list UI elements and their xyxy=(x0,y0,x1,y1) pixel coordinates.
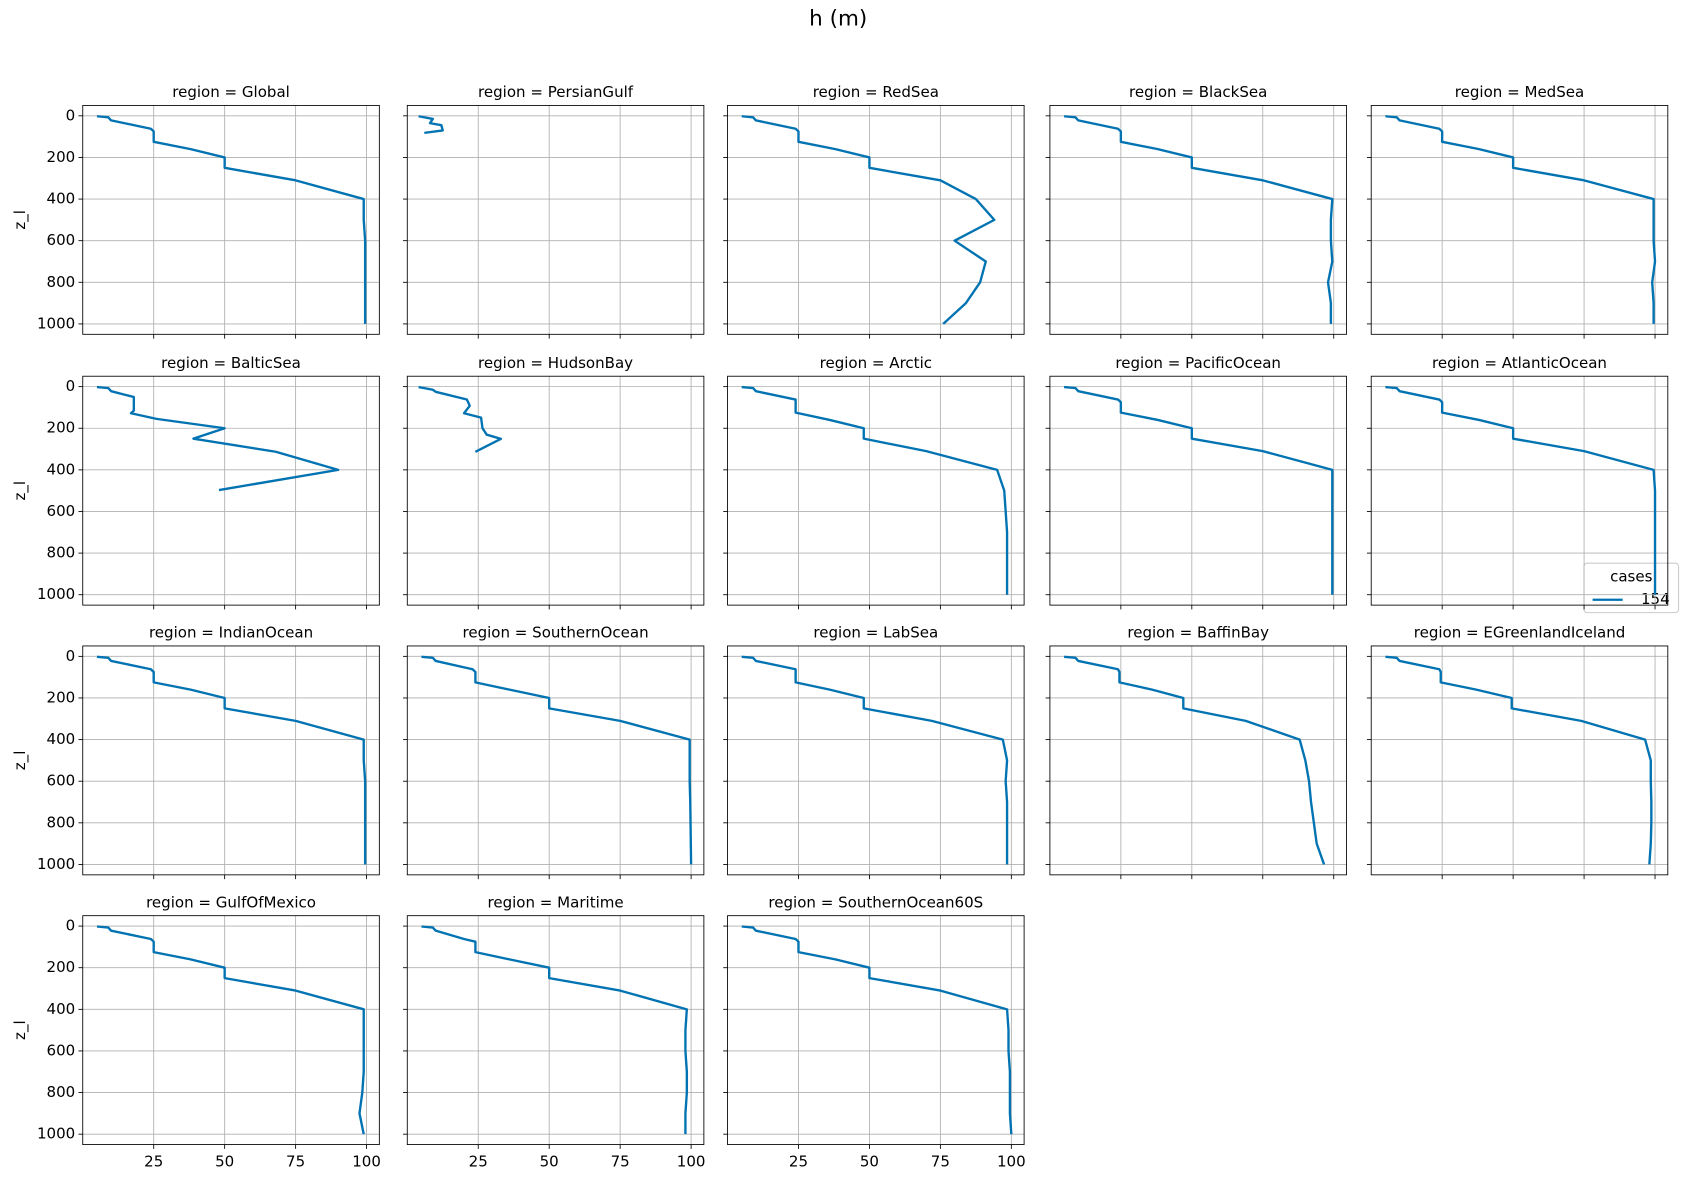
y-tick-label: 200 xyxy=(47,419,76,437)
x-tick-label: 75 xyxy=(931,1152,950,1170)
y-axis-label: z_l xyxy=(11,751,30,771)
data-line xyxy=(96,115,367,324)
axes-frame xyxy=(727,915,1025,1146)
data-line xyxy=(418,115,444,135)
panel-title: region = PacificOcean xyxy=(1115,354,1281,372)
panel-title: region = GulfOfMexico xyxy=(146,893,316,911)
panel-title: region = SouthernOcean xyxy=(462,624,648,642)
panel-title: region = Global xyxy=(172,83,290,101)
x-tick-label: 100 xyxy=(677,1152,706,1170)
y-tick-label: 400 xyxy=(47,730,76,748)
y-tick-label: 1000 xyxy=(37,1125,75,1143)
data-line xyxy=(96,925,365,1135)
panel-title: region = RedSea xyxy=(813,83,939,101)
y-tick-label: 600 xyxy=(47,502,76,520)
axes-frame xyxy=(406,104,705,335)
panel-title: region = AtlanticOcean xyxy=(1432,354,1607,372)
y-axis-label: z_l xyxy=(11,1020,30,1040)
figure-title: h (m) xyxy=(809,6,867,31)
panel-title: region = MedSea xyxy=(1455,83,1584,101)
y-tick-label: 0 xyxy=(66,377,76,395)
panel-title: region = Arctic xyxy=(820,354,932,372)
y-tick-label: 400 xyxy=(47,190,76,208)
panel-title: region = SouthernOcean60S xyxy=(768,893,983,911)
data-line xyxy=(421,655,693,865)
y-tick-label: 200 xyxy=(47,148,76,166)
axes-frame xyxy=(82,645,380,876)
y-tick-label: 1000 xyxy=(37,855,75,873)
x-tick-label: 50 xyxy=(215,1152,234,1170)
y-tick-label: 1000 xyxy=(37,585,75,603)
x-tick-label: 75 xyxy=(611,1152,630,1170)
data-line xyxy=(96,385,340,492)
panel-title: region = BalticSea xyxy=(161,354,301,372)
y-tick-label: 800 xyxy=(47,1083,76,1101)
y-tick-label: 800 xyxy=(47,813,76,831)
axes-frame xyxy=(82,375,380,606)
axes-frame xyxy=(1370,104,1669,335)
y-axis-label: z_l xyxy=(11,481,30,501)
legend-title: cases xyxy=(1610,568,1653,586)
y-tick-label: 200 xyxy=(47,958,76,976)
axes-frame xyxy=(727,375,1025,606)
axes-frame xyxy=(406,375,705,606)
data-line xyxy=(741,115,996,325)
y-tick-label: 400 xyxy=(47,460,76,478)
panel-title: region = IndianOcean xyxy=(149,624,313,642)
y-tick-label: 1000 xyxy=(37,314,75,332)
x-tick-label: 25 xyxy=(144,1152,163,1170)
axes-frame xyxy=(82,104,380,335)
panel-title: region = HudsonBay xyxy=(478,354,633,372)
x-tick-label: 75 xyxy=(286,1152,305,1170)
y-tick-label: 200 xyxy=(47,688,76,706)
x-tick-label: 50 xyxy=(540,1152,559,1170)
y-tick-label: 400 xyxy=(47,1000,76,1018)
data-line xyxy=(421,925,689,1135)
y-tick-label: 0 xyxy=(66,917,76,935)
data-line xyxy=(418,385,503,453)
data-line xyxy=(96,655,367,865)
axes-frame xyxy=(1049,375,1347,606)
axes-frame xyxy=(1049,645,1347,876)
panel-title: region = BaffinBay xyxy=(1127,624,1269,642)
data-line xyxy=(741,385,1009,595)
y-tick-label: 0 xyxy=(66,647,76,665)
y-tick-label: 600 xyxy=(47,1041,76,1059)
axes-frame xyxy=(406,645,705,876)
axes-frame xyxy=(727,104,1025,335)
data-line xyxy=(1063,385,1334,595)
data-line xyxy=(1063,655,1326,865)
data-line xyxy=(1385,385,1657,595)
axes-frame xyxy=(406,915,705,1146)
data-line xyxy=(741,655,1009,865)
axes-frame xyxy=(1049,104,1347,335)
y-axis-label: z_l xyxy=(11,210,30,230)
panel-title: region = LabSea xyxy=(813,624,938,642)
data-line xyxy=(1063,115,1334,324)
data-line xyxy=(741,925,1013,1135)
axes-frame xyxy=(1370,375,1669,606)
x-tick-label: 25 xyxy=(789,1152,808,1170)
panel-title: region = Maritime xyxy=(487,893,623,911)
y-tick-label: 600 xyxy=(47,231,76,249)
axes-frame xyxy=(727,645,1025,876)
y-tick-label: 800 xyxy=(47,544,76,562)
panel-title: region = BlackSea xyxy=(1129,83,1267,101)
x-tick-label: 50 xyxy=(860,1152,879,1170)
x-tick-label: 100 xyxy=(352,1152,381,1170)
panel-title: region = PersianGulf xyxy=(478,83,634,101)
data-line xyxy=(1385,655,1653,865)
y-tick-label: 600 xyxy=(47,772,76,790)
y-tick-label: 800 xyxy=(47,273,76,291)
data-line xyxy=(1385,115,1657,324)
axes-frame xyxy=(82,915,380,1146)
x-tick-label: 100 xyxy=(997,1152,1026,1170)
y-tick-label: 0 xyxy=(66,106,76,124)
axes-frame xyxy=(1370,645,1669,876)
panel-title: region = EGreenlandIceland xyxy=(1414,624,1626,642)
x-tick-label: 25 xyxy=(469,1152,488,1170)
